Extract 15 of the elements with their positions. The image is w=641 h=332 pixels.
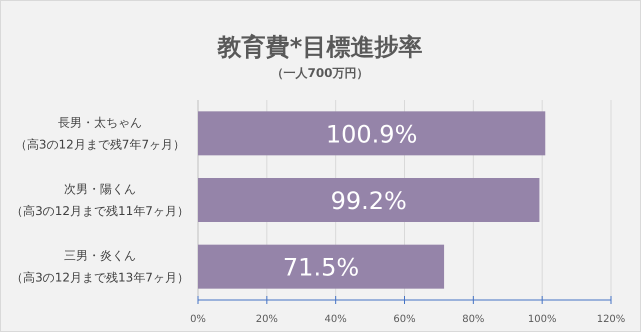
x-tick-label: 40% [324, 314, 347, 325]
data-label: 71.5% [282, 254, 360, 282]
x-tick-label: 0% [190, 314, 206, 325]
title: 教育費*目標進捗率 [218, 33, 422, 61]
subtitle: （一人700万円） [271, 66, 369, 80]
y-tick-label: 長男・太ちゃん（高3の12月まで残7年7ヶ月） [14, 115, 186, 152]
data-label: 99.2% [330, 187, 407, 215]
x-tick-label: 100% [528, 314, 556, 325]
x-tick-label: 20% [256, 314, 278, 325]
x-tick-label: 120% [596, 314, 626, 325]
data-label: 100.9% [326, 120, 418, 148]
x-tick-label: 80% [462, 314, 484, 325]
y-tick-label: 三男・炎くん（高3の12月まで残13年7ヶ月） [11, 248, 189, 285]
x-tick-label: 60% [393, 314, 416, 325]
y-tick-label: 次男・陽くん（高3の12月まで残11年7ヶ月） [11, 182, 189, 218]
